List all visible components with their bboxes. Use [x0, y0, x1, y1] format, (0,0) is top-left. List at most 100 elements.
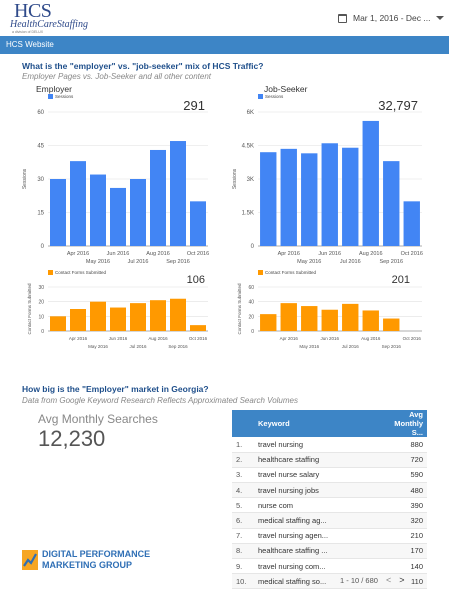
row-index: 8.	[232, 543, 254, 560]
table-pagination: 1 - 10 / 680 < >	[340, 575, 404, 585]
logo-tagline: a division of DELUX	[12, 30, 44, 34]
y-tick-label: 20	[248, 314, 254, 320]
table-row[interactable]: 3. travel nurse salary 590	[232, 467, 427, 484]
x-tick-label: May 2016	[299, 344, 319, 349]
y-tick-label: 30	[37, 177, 44, 183]
table-row[interactable]: 9. travel nursing com... 140	[232, 558, 427, 575]
bar	[321, 143, 338, 246]
top-bar: HCS HealthCareStaffing a division of DEL…	[0, 0, 449, 36]
row-keyword: travel nurse salary	[254, 467, 387, 484]
bar	[342, 147, 359, 246]
row-keyword: medical staffing ag...	[254, 512, 387, 529]
y-tick-label: 0	[251, 329, 254, 335]
x-tick-label: Oct 2016	[189, 336, 208, 341]
section-market-title: How big is the "Employer" market in Geor…	[22, 384, 209, 394]
hcs-logo[interactable]: HCS HealthCareStaffing a division of DEL…	[8, 0, 92, 34]
prev-page-button[interactable]: <	[385, 575, 392, 585]
y-tick-label: 0	[41, 329, 44, 335]
table-row[interactable]: 5. nurse com 390	[232, 497, 427, 514]
row-volume: 590	[387, 467, 427, 484]
bar	[170, 141, 186, 246]
y-tick-label: 45	[37, 144, 44, 150]
table-row[interactable]: 8. healthcare staffing ... 170	[232, 543, 427, 560]
bar	[50, 316, 66, 331]
chart-total: 32,797	[378, 98, 418, 113]
bar	[190, 325, 206, 331]
x-tick-label: Apr 2016	[67, 251, 89, 257]
x-tick-label: Oct 2016	[403, 336, 422, 341]
section-traffic-subtitle: Employer Pages vs. Job-Seeker and all ot…	[22, 72, 211, 81]
x-tick-label: Apr 2016	[69, 336, 88, 341]
logo-name: HealthCareStaffing	[10, 19, 88, 30]
volume-column-header[interactable]: Avg Monthly S...	[387, 410, 427, 437]
table-row[interactable]: 2. healthcare staffing 720	[232, 452, 427, 468]
chart-total: 106	[187, 274, 205, 286]
x-tick-label: Apr 2016	[280, 336, 299, 341]
x-tick-label: Jun 2016	[320, 336, 339, 341]
y-tick-label: 20	[38, 300, 44, 306]
row-volume: 480	[387, 482, 427, 499]
x-tick-label: Jul 2016	[340, 259, 361, 265]
table-row[interactable]: 10. medical staffing so... 110	[232, 573, 427, 590]
bar	[260, 314, 277, 331]
x-tick-label: Jul 2016	[128, 259, 149, 265]
dpmg-logo-line2: MARKETING GROUP	[42, 560, 132, 570]
row-keyword: medical staffing so...	[254, 573, 387, 590]
page-title[interactable]: HCS Website	[6, 40, 54, 49]
bar	[90, 301, 106, 331]
keyword-table-body: 1. travel nursing 880 2. healthcare staffing…	[232, 437, 427, 590]
y-tick-label: 4.5K	[242, 144, 254, 150]
x-tick-label: Apr 2016	[278, 251, 300, 257]
y-tick-label: 10	[38, 314, 44, 320]
table-header-row: Keyword Avg Monthly S...	[232, 410, 427, 437]
legend-label: Contact Forms Submitted	[265, 270, 317, 275]
avg-monthly-searches-label: Avg Monthly Searches	[38, 412, 158, 426]
table-row[interactable]: 6. medical staffing ag... 320	[232, 512, 427, 529]
y-axis-label: Contact Forms Submitted	[237, 283, 242, 335]
x-tick-label: Jul 2016	[129, 344, 147, 349]
bar	[130, 179, 146, 246]
row-keyword: travel nursing agen...	[254, 528, 387, 544]
y-tick-label: 15	[37, 211, 44, 217]
chart-title: Job-Seeker	[264, 84, 308, 94]
x-tick-label: Jul 2016	[342, 344, 360, 349]
x-tick-label: May 2016	[86, 259, 110, 265]
table-row[interactable]: 7. travel nursing agen... 210	[232, 528, 427, 544]
row-keyword: healthcare staffing ...	[254, 543, 387, 560]
bar	[321, 309, 338, 331]
x-tick-label: Aug 2016	[148, 336, 168, 341]
row-volume: 210	[387, 528, 427, 544]
bar	[110, 307, 126, 331]
calendar-icon	[338, 13, 347, 23]
x-tick-label: Sep 2016	[166, 259, 190, 265]
date-range-selector[interactable]: Mar 1, 2016 - Dec ...	[338, 10, 444, 26]
row-index: 1.	[232, 437, 254, 453]
row-index: 7.	[232, 528, 254, 544]
y-tick-label: 40	[248, 300, 254, 306]
y-tick-label: 60	[248, 285, 254, 291]
chart-title: Employer	[36, 84, 72, 94]
bar	[301, 153, 318, 246]
row-volume: 720	[387, 452, 427, 468]
chart-total: 291	[183, 98, 205, 113]
charts-canvas: Employer 291 Sessions 0 15 30 45 60 Sessions Apr …	[22, 84, 423, 349]
next-page-button[interactable]: >	[399, 575, 405, 585]
x-tick-label: Jun 2016	[109, 336, 128, 341]
page-nav-bar: HCS Website	[0, 36, 449, 54]
keyword-table: Keyword Avg Monthly S... 1. travel nursin…	[232, 410, 427, 590]
bar	[280, 303, 297, 331]
row-index: 2.	[232, 452, 254, 468]
x-tick-label: Oct 2016	[401, 251, 423, 257]
y-axis-label: Sessions	[22, 168, 28, 189]
table-row[interactable]: 4. travel nursing jobs 480	[232, 482, 427, 499]
section-market-subtitle: Data from Google Keyword Research Reflec…	[22, 396, 298, 405]
row-keyword: travel nursing	[254, 437, 387, 453]
table-row[interactable]: 1. travel nursing 880	[232, 437, 427, 453]
x-tick-label: Aug 2016	[359, 251, 383, 257]
keyword-column-header[interactable]: Keyword	[254, 410, 387, 437]
bar	[190, 201, 206, 246]
legend-swatch	[258, 270, 263, 275]
x-tick-label: Oct 2016	[187, 251, 209, 257]
x-tick-label: May 2016	[88, 344, 108, 349]
pagination-range: 1 - 10 / 680	[340, 575, 378, 585]
